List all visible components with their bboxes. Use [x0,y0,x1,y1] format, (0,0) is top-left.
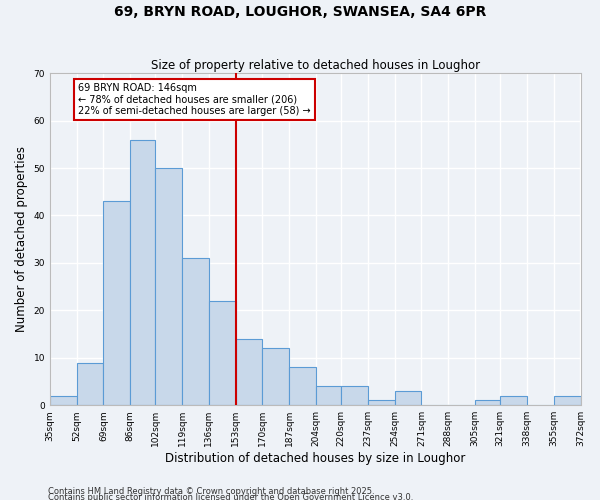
Bar [155,168,182,405]
Title: Size of property relative to detached houses in Loughor: Size of property relative to detached ho… [151,59,480,72]
Bar [368,400,395,405]
Bar [77,362,103,405]
Bar [554,396,581,405]
Bar [50,396,77,405]
Y-axis label: Number of detached properties: Number of detached properties [15,146,28,332]
Text: Contains public sector information licensed under the Open Government Licence v3: Contains public sector information licen… [48,492,413,500]
X-axis label: Distribution of detached houses by size in Loughor: Distribution of detached houses by size … [165,452,466,465]
Bar [341,386,368,405]
Bar [262,348,289,405]
Text: 69 BRYN ROAD: 146sqm
← 78% of detached houses are smaller (206)
22% of semi-deta: 69 BRYN ROAD: 146sqm ← 78% of detached h… [78,82,311,116]
Bar [289,368,316,405]
Bar [182,258,209,405]
Bar [316,386,341,405]
Bar [475,400,500,405]
Bar [236,339,262,405]
Bar [209,301,236,405]
Bar [130,140,155,405]
Text: 69, BRYN ROAD, LOUGHOR, SWANSEA, SA4 6PR: 69, BRYN ROAD, LOUGHOR, SWANSEA, SA4 6PR [114,5,486,19]
Bar [103,201,130,405]
Text: Contains HM Land Registry data © Crown copyright and database right 2025.: Contains HM Land Registry data © Crown c… [48,486,374,496]
Bar [395,391,421,405]
Bar [500,396,527,405]
